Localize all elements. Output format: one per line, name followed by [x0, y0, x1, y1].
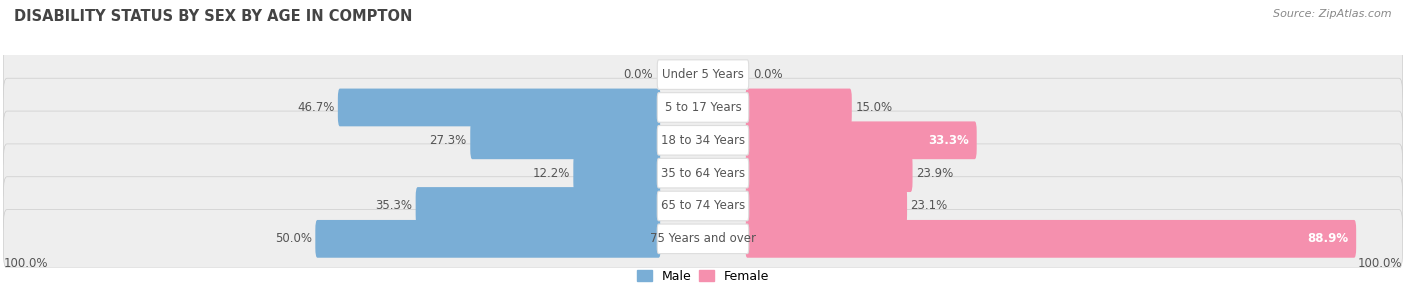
FancyBboxPatch shape — [745, 121, 977, 159]
Legend: Male, Female: Male, Female — [631, 265, 775, 288]
FancyBboxPatch shape — [657, 158, 749, 188]
FancyBboxPatch shape — [337, 88, 661, 126]
FancyBboxPatch shape — [657, 93, 749, 122]
FancyBboxPatch shape — [657, 126, 749, 155]
FancyBboxPatch shape — [745, 187, 907, 225]
Text: 15.0%: 15.0% — [855, 101, 893, 114]
FancyBboxPatch shape — [3, 144, 1403, 203]
Text: 35 to 64 Years: 35 to 64 Years — [661, 167, 745, 180]
Text: 12.2%: 12.2% — [533, 167, 569, 180]
FancyBboxPatch shape — [745, 88, 852, 126]
Text: Source: ZipAtlas.com: Source: ZipAtlas.com — [1274, 9, 1392, 19]
FancyBboxPatch shape — [3, 177, 1403, 235]
FancyBboxPatch shape — [657, 60, 749, 89]
Text: Under 5 Years: Under 5 Years — [662, 68, 744, 81]
Text: 100.0%: 100.0% — [3, 257, 48, 270]
FancyBboxPatch shape — [3, 78, 1403, 137]
FancyBboxPatch shape — [3, 45, 1403, 104]
FancyBboxPatch shape — [657, 191, 749, 221]
Text: 27.3%: 27.3% — [430, 134, 467, 147]
FancyBboxPatch shape — [745, 220, 1357, 258]
Text: 88.9%: 88.9% — [1308, 232, 1348, 245]
Text: 0.0%: 0.0% — [752, 68, 783, 81]
FancyBboxPatch shape — [657, 224, 749, 254]
Text: 50.0%: 50.0% — [276, 232, 312, 245]
Text: 0.0%: 0.0% — [623, 68, 654, 81]
Text: 100.0%: 100.0% — [1358, 257, 1403, 270]
Text: 35.3%: 35.3% — [375, 199, 412, 213]
FancyBboxPatch shape — [3, 210, 1403, 268]
FancyBboxPatch shape — [470, 121, 661, 159]
Text: 33.3%: 33.3% — [928, 134, 969, 147]
Text: 75 Years and over: 75 Years and over — [650, 232, 756, 245]
Text: 23.1%: 23.1% — [911, 199, 948, 213]
Text: DISABILITY STATUS BY SEX BY AGE IN COMPTON: DISABILITY STATUS BY SEX BY AGE IN COMPT… — [14, 9, 412, 24]
Text: 46.7%: 46.7% — [297, 101, 335, 114]
FancyBboxPatch shape — [3, 111, 1403, 170]
Text: 65 to 74 Years: 65 to 74 Years — [661, 199, 745, 213]
Text: 5 to 17 Years: 5 to 17 Years — [665, 101, 741, 114]
Text: 23.9%: 23.9% — [915, 167, 953, 180]
FancyBboxPatch shape — [416, 187, 661, 225]
FancyBboxPatch shape — [315, 220, 661, 258]
FancyBboxPatch shape — [574, 154, 661, 192]
FancyBboxPatch shape — [745, 154, 912, 192]
Text: 18 to 34 Years: 18 to 34 Years — [661, 134, 745, 147]
